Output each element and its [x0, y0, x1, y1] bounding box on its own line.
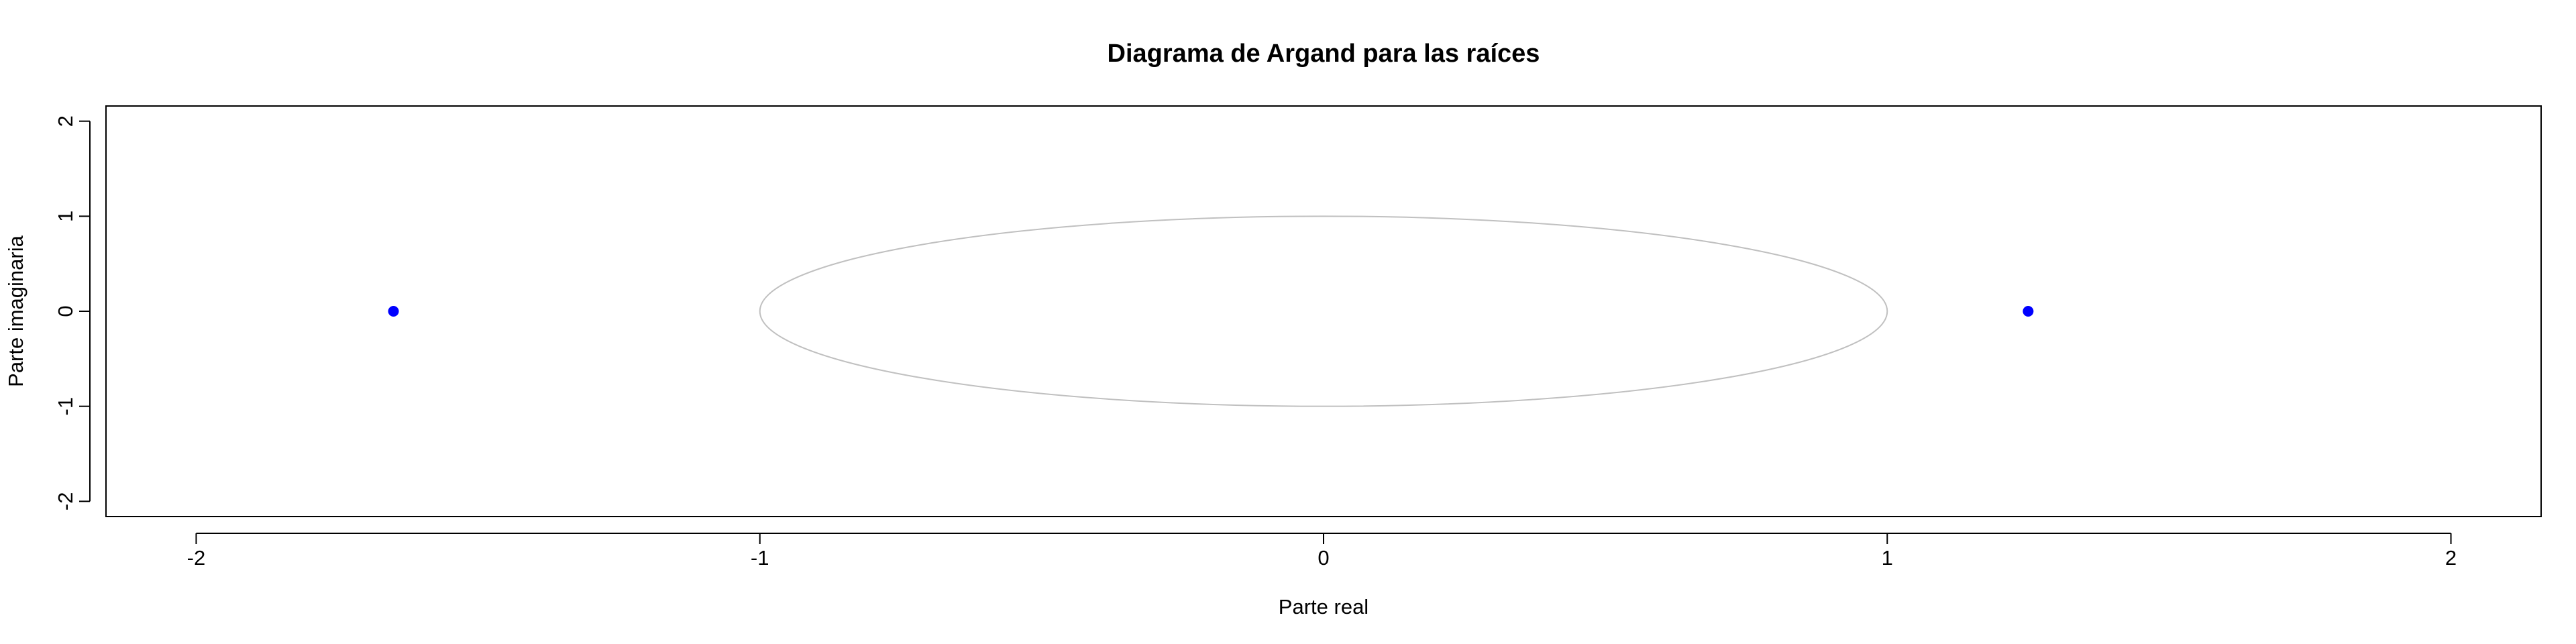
x-axis: -2 -1 0 1 2 [187, 533, 2457, 570]
chart-title: Diagrama de Argand para las raíces [1108, 40, 1540, 68]
root-point [388, 306, 399, 317]
x-tick-label: -1 [751, 546, 769, 570]
y-tick-label: -1 [54, 397, 77, 416]
x-tick-label: 0 [1318, 546, 1329, 570]
unit-circle [759, 215, 1888, 407]
y-axis-label: Parte imaginaria [4, 235, 28, 386]
root-point [2023, 306, 2034, 317]
y-tick-label: 1 [54, 211, 77, 222]
x-axis-label: Parte real [1279, 595, 1368, 619]
y-tick-label: 2 [54, 115, 77, 127]
plot-area-border [105, 105, 2542, 517]
x-tick-label: 1 [1882, 546, 1893, 570]
unit-circle-layer [759, 215, 1888, 407]
data-points [388, 306, 2034, 317]
y-tick-label: 0 [54, 305, 77, 317]
x-tick-label: -2 [187, 546, 206, 570]
x-tick-label: 2 [2445, 546, 2457, 570]
y-tick-label: -2 [54, 492, 77, 511]
y-axis: -2 -1 0 1 2 [54, 115, 91, 511]
